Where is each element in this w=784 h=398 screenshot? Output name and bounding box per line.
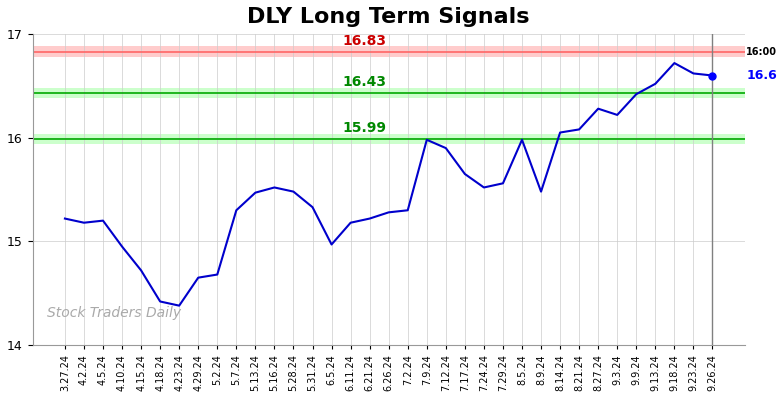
- Text: 15.99: 15.99: [343, 121, 387, 135]
- Text: 16:00: 16:00: [746, 47, 777, 57]
- Text: 16.43: 16.43: [343, 75, 387, 89]
- Text: 16.83: 16.83: [343, 33, 387, 47]
- Bar: [33, 134, 745, 144]
- Bar: [33, 47, 745, 57]
- Text: 16.6: 16.6: [746, 69, 777, 82]
- Title: DLY Long Term Signals: DLY Long Term Signals: [248, 7, 530, 27]
- Text: Stock Traders Daily: Stock Traders Daily: [47, 306, 181, 320]
- Bar: [33, 88, 745, 98]
